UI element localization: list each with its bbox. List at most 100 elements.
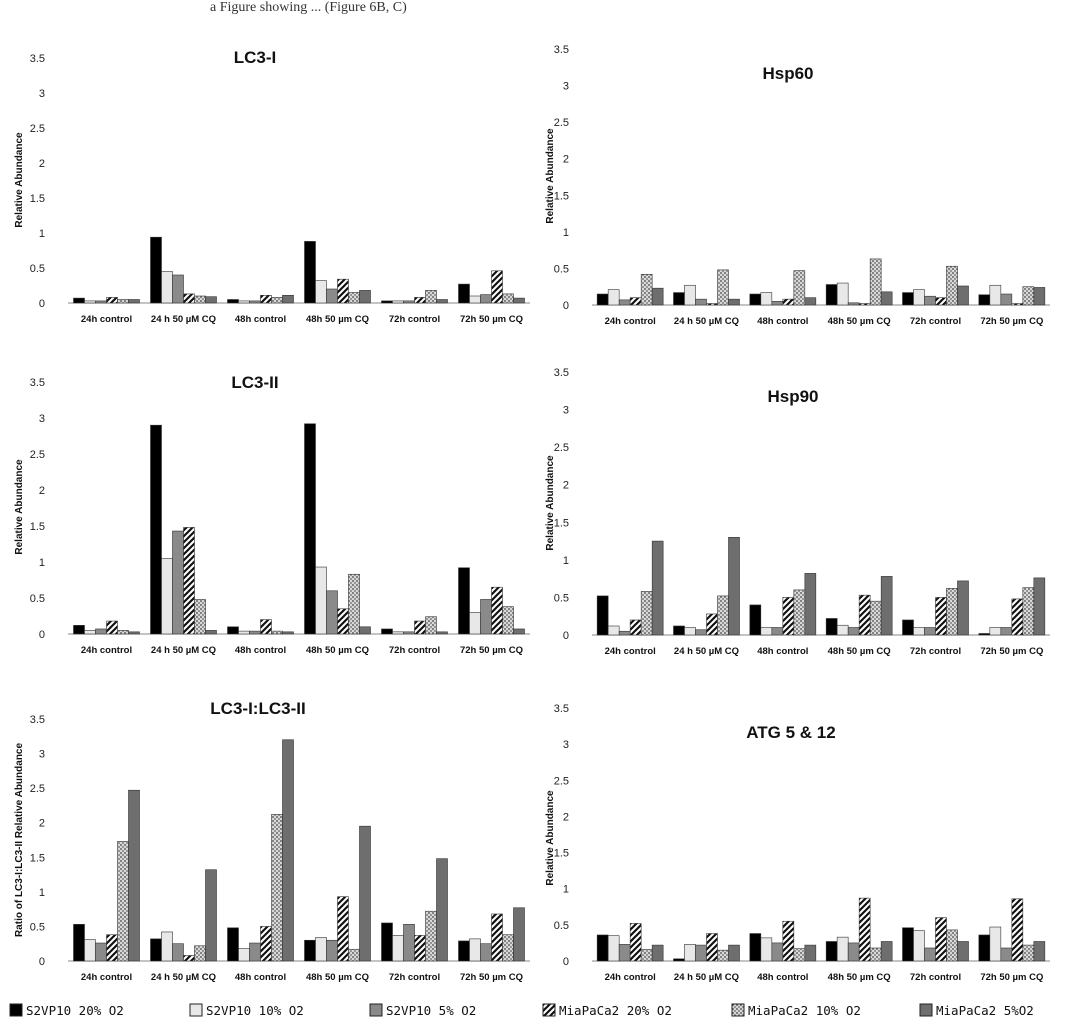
x-tick-label: 24 h 50 µM CQ (674, 646, 739, 657)
bar (271, 814, 283, 962)
y-tick-label: 3.5 (30, 53, 45, 65)
bar (194, 295, 206, 304)
x-tick-label: 48h control (757, 972, 808, 983)
bar (161, 271, 173, 304)
bar (469, 612, 481, 635)
bar (782, 920, 795, 962)
header-fragment: a Figure showing ... (Figure 6B, C) (210, 0, 407, 15)
bar (673, 292, 685, 306)
bar (913, 930, 925, 962)
bar (73, 924, 85, 962)
bar (381, 300, 393, 304)
bar (935, 917, 947, 962)
y-tick-label: 1.5 (30, 193, 45, 205)
bar (651, 540, 664, 636)
bar (403, 924, 415, 962)
bar (480, 943, 492, 962)
bar (502, 606, 514, 635)
y-tick-label: 1 (563, 884, 569, 896)
bar (73, 625, 85, 635)
bar (414, 935, 426, 962)
x-tick-label: 24h control (81, 645, 132, 656)
bar (326, 939, 338, 962)
bar (804, 944, 817, 962)
y-tick-label: 0.5 (30, 263, 45, 275)
bar (607, 289, 620, 306)
bar (436, 299, 448, 304)
bar (836, 282, 849, 306)
y-tick-label: 1 (39, 887, 45, 899)
bar (128, 789, 140, 962)
bar (260, 294, 272, 304)
y-tick-label: 1 (563, 555, 569, 567)
y-tick-label: 2 (563, 480, 569, 492)
bar (858, 303, 871, 306)
bar (150, 236, 162, 304)
bar (436, 858, 448, 962)
bar (282, 294, 294, 304)
bar (706, 613, 718, 636)
x-tick-label: 72h 50 µm CQ (460, 645, 523, 656)
x-tick-label: 48h control (235, 972, 286, 983)
bar (946, 929, 958, 962)
y-tick-label: 2 (39, 485, 45, 497)
bar (513, 297, 525, 304)
bar (359, 825, 371, 962)
bar (629, 297, 642, 306)
bar (194, 599, 206, 635)
bar (989, 627, 1002, 636)
bar (913, 289, 925, 306)
bar (227, 626, 239, 635)
bar (161, 558, 173, 635)
y-tick-label: 1.5 (554, 517, 569, 529)
bar (128, 631, 140, 635)
bar (804, 297, 817, 306)
bar (717, 269, 729, 306)
bar (1022, 286, 1035, 306)
y-tick-label: 3.5 (554, 367, 569, 379)
y-tick-label: 1 (39, 557, 45, 569)
bar (425, 910, 437, 962)
y-tick-label: 3.5 (30, 377, 45, 389)
bar (458, 940, 470, 962)
bar (491, 270, 503, 304)
bar (706, 303, 718, 306)
bar (902, 619, 914, 636)
x-tick-label: 48h control (757, 646, 808, 657)
bar (771, 301, 784, 306)
x-tick-label: 24h control (81, 314, 132, 325)
x-tick-label: 24h control (605, 316, 656, 327)
bar (825, 941, 838, 962)
bar (458, 567, 470, 635)
bar (760, 937, 773, 962)
bar (84, 630, 96, 635)
y-tick-label: 0.5 (554, 920, 569, 932)
bar (161, 931, 173, 962)
x-tick-label: 72h 50 µm CQ (460, 972, 523, 983)
bar (793, 270, 806, 306)
legend-label: S2VP10 5% O2 (386, 1003, 476, 1018)
legend-swatch (189, 1003, 203, 1017)
x-tick-label: 24h control (605, 972, 656, 983)
x-tick-label: 72h 50 µm CQ (980, 646, 1043, 657)
bar (760, 627, 773, 636)
bar (749, 293, 762, 306)
bar (502, 934, 514, 962)
bar (425, 290, 437, 304)
bar (238, 300, 250, 304)
x-tick-label: 24 h 50 µM CQ (674, 316, 739, 327)
bar (469, 295, 481, 304)
bar (183, 527, 195, 635)
chart-panel: LC3-II Relative Abundance 0 0.5 1 1.5 2 2.5 3 3.5… (14, 373, 530, 656)
y-tick-label: 0.5 (30, 921, 45, 933)
bar (782, 298, 795, 306)
x-tick-label: 72h 50 µm CQ (980, 972, 1043, 983)
y-tick-label: 1.5 (30, 521, 45, 533)
legend-swatch (9, 1003, 23, 1017)
bar (117, 630, 129, 635)
y-tick-label: 0 (39, 956, 45, 968)
bar (924, 947, 936, 962)
bar (249, 630, 261, 635)
x-tick-label: 72h control (389, 972, 440, 983)
bar (95, 942, 107, 962)
